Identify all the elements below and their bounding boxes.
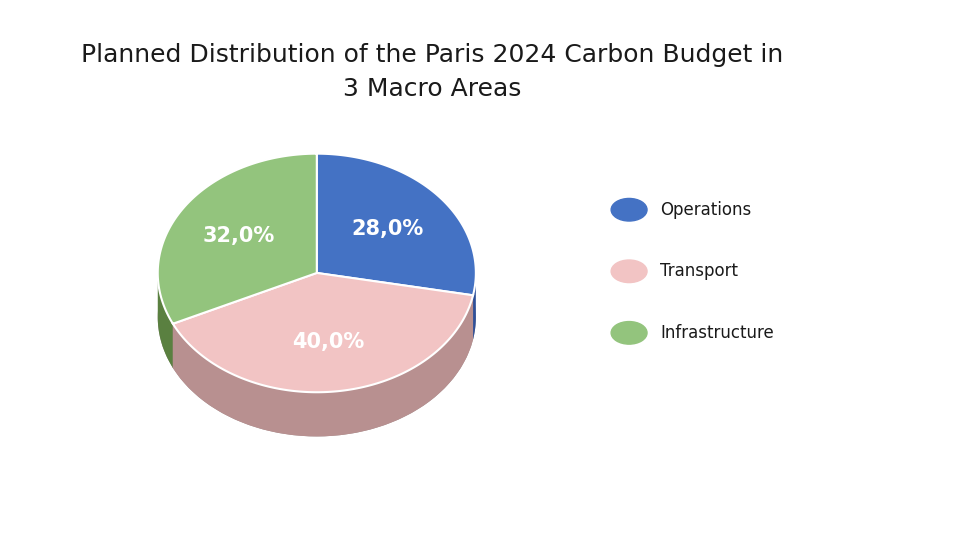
Polygon shape xyxy=(317,273,473,340)
Text: Infrastructure: Infrastructure xyxy=(660,324,774,342)
Text: Transport: Transport xyxy=(660,262,738,280)
Polygon shape xyxy=(173,295,473,436)
Circle shape xyxy=(612,198,647,221)
Polygon shape xyxy=(173,273,473,392)
Polygon shape xyxy=(157,271,173,368)
Text: Operations: Operations xyxy=(660,201,752,219)
Text: 28,0%: 28,0% xyxy=(351,219,424,239)
Polygon shape xyxy=(473,271,476,340)
Polygon shape xyxy=(317,154,476,295)
Polygon shape xyxy=(173,273,317,368)
Text: Planned Distribution of the Paris 2024 Carbon Budget in
3 Macro Areas: Planned Distribution of the Paris 2024 C… xyxy=(81,43,783,100)
Circle shape xyxy=(612,321,647,344)
Circle shape xyxy=(612,260,647,282)
Text: 40,0%: 40,0% xyxy=(292,332,365,352)
Polygon shape xyxy=(157,154,317,324)
Polygon shape xyxy=(173,273,317,368)
Ellipse shape xyxy=(157,198,476,436)
Text: 32,0%: 32,0% xyxy=(203,226,275,246)
Polygon shape xyxy=(317,273,473,340)
